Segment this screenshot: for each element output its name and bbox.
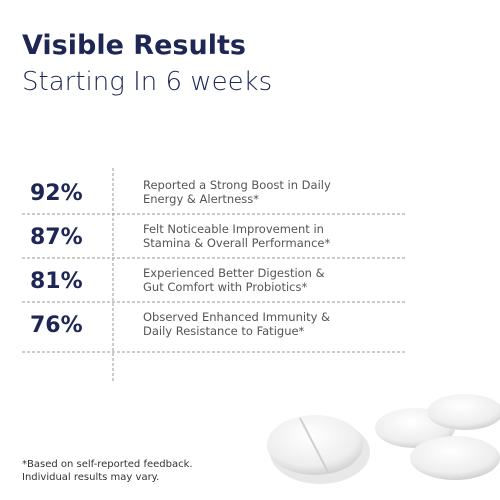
- stat-description: Observed Enhanced Immunity &: [143, 310, 330, 324]
- stat-percent: 92%: [30, 181, 83, 206]
- pill: [410, 436, 500, 480]
- stat-description: Energy & Alertness*: [143, 192, 259, 206]
- stats: 92% Reported a Strong Boost in DailyEnerg…: [22, 178, 405, 353]
- stat-description: Daily Resistance to Fatigue*: [143, 324, 305, 338]
- pills: [267, 394, 500, 484]
- footnote: Individual results may vary.: [22, 472, 159, 483]
- pill: [427, 394, 500, 430]
- stat-percent: 81%: [30, 269, 83, 294]
- footnote: *Based on self-reported feedback.: [22, 459, 193, 470]
- stat-description: Experienced Better Digestion &: [143, 266, 325, 280]
- subtitle: Starting In 6 weeks: [22, 67, 272, 97]
- stat-description: Reported a Strong Boost in Daily: [143, 178, 331, 192]
- stat-percent: 76%: [30, 313, 83, 338]
- title: Visible Results: [22, 30, 246, 61]
- pill-score: [299, 417, 329, 473]
- stat-description: Felt Noticeable Improvement in: [143, 222, 324, 236]
- stat-description: Gut Comfort with Probiotics*: [143, 280, 307, 294]
- stat-percent: 87%: [30, 225, 83, 250]
- stat-description: Stamina & Overall Performance*: [143, 236, 330, 250]
